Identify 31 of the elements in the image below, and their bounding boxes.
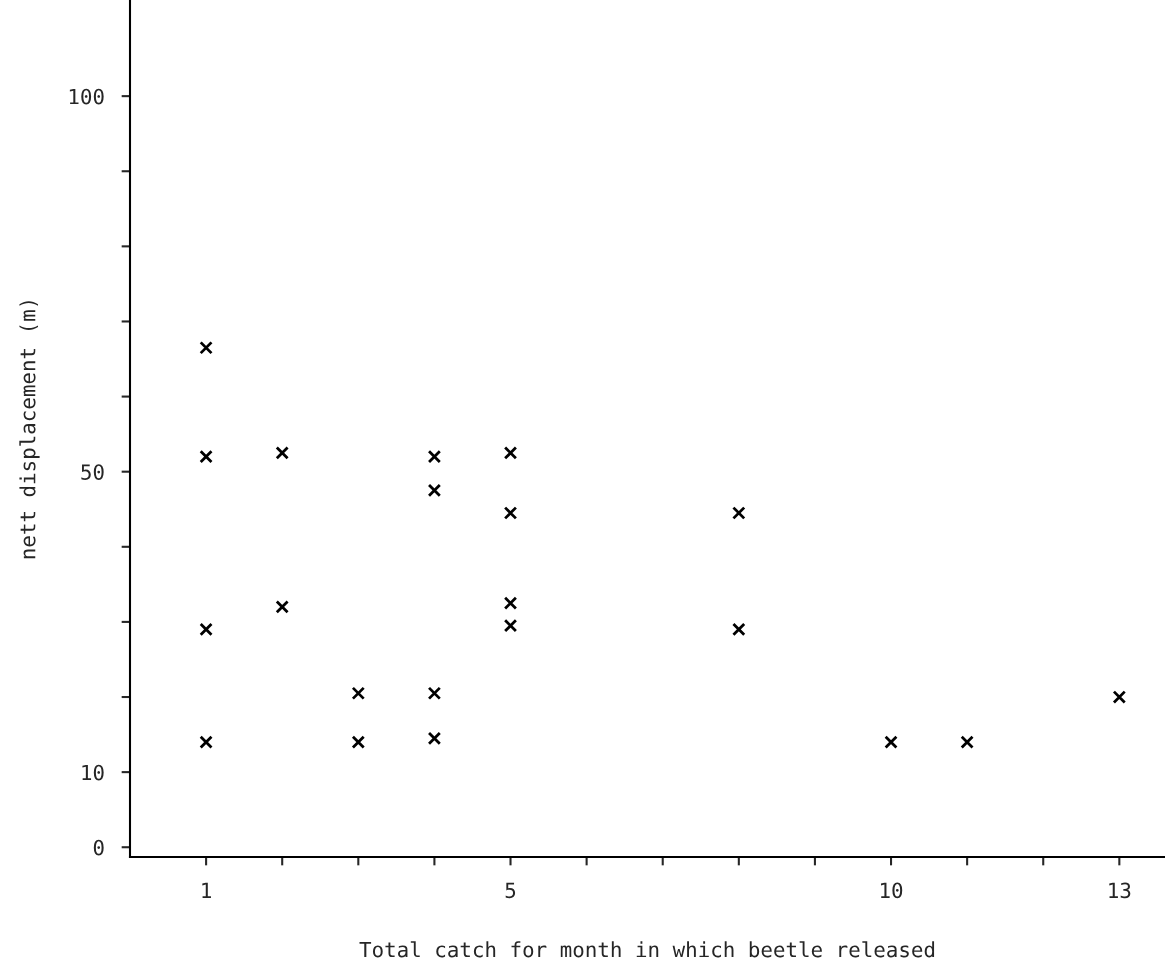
point xyxy=(732,506,746,520)
point xyxy=(427,686,442,701)
y-axis-title: nett displacement (m) xyxy=(19,301,40,559)
point xyxy=(275,446,289,460)
point xyxy=(503,446,518,460)
point xyxy=(427,731,442,746)
point xyxy=(503,618,518,633)
y-tick-label: 100 xyxy=(69,88,104,105)
point xyxy=(199,449,213,464)
y-tick-label: 0 xyxy=(93,839,104,856)
x-tick-label: 10 xyxy=(880,882,903,899)
point xyxy=(732,622,746,637)
point xyxy=(427,483,442,498)
point xyxy=(199,340,213,355)
point xyxy=(427,449,442,464)
y-tick-label: 10 xyxy=(82,764,104,781)
point xyxy=(503,596,518,610)
x-tick-label: 13 xyxy=(1109,882,1131,899)
point xyxy=(199,735,213,749)
x-tick-label: 1 xyxy=(202,882,211,898)
point xyxy=(884,735,898,749)
x-tick-label: 5 xyxy=(505,882,516,899)
point xyxy=(351,686,366,701)
point xyxy=(503,506,518,520)
y-tick-label: 50 xyxy=(81,464,104,480)
point xyxy=(199,622,213,637)
point xyxy=(275,600,289,614)
point xyxy=(1112,690,1127,704)
x-axis-title: Total catch for month in which beetle released xyxy=(359,941,935,958)
point xyxy=(351,735,366,749)
point xyxy=(960,735,974,749)
